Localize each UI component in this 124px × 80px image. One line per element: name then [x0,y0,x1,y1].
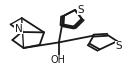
Text: S: S [77,5,84,15]
Text: S: S [115,41,122,51]
Text: N: N [15,24,22,34]
Text: OH: OH [51,55,66,65]
